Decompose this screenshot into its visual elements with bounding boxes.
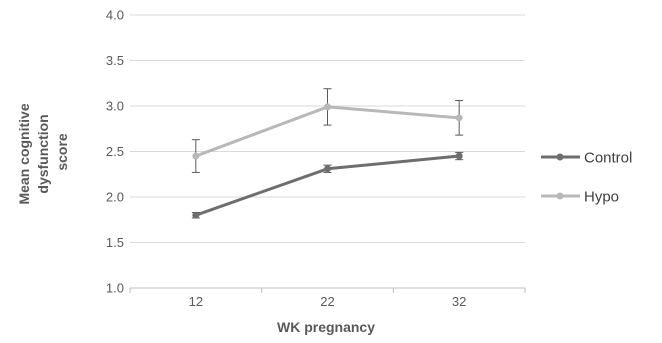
data-point [192,211,200,219]
y-tick-label: 4.0 [106,8,124,23]
data-point [324,165,331,173]
data-point [455,152,463,160]
x-tick-label: 22 [320,294,334,309]
y-axis-title-line-3: score [54,133,70,171]
data-point [324,103,331,111]
x-axis-title: WK pregnancy [277,319,375,335]
y-tick-label: 1.0 [106,281,124,296]
series-hypo [191,88,464,173]
data-point [455,114,463,122]
axes [129,287,526,293]
series-group [191,88,464,219]
x-tick-labels: 12 22 32 [189,294,467,309]
data-point [192,152,200,160]
legend-marker-control [556,153,564,161]
legend: Control Hypo [541,150,632,206]
y-axis-title-line-2: dysfunction [35,114,51,193]
legend-label-control: Control [584,150,632,167]
y-tick-label: 2.0 [106,190,124,205]
x-tick-label: 12 [189,294,203,309]
y-tick-label: 2.5 [106,144,124,159]
series-control [191,151,464,219]
y-tick-label: 3.0 [106,99,124,114]
gridlines [130,14,525,243]
y-tick-label: 3.5 [106,53,124,68]
y-axis-title-line-1: Mean cognitive [16,103,32,204]
y-tick-labels: 1.0 1.5 2.0 2.5 3.0 3.5 4.0 [106,8,124,296]
x-tick-label: 32 [452,294,466,309]
legend-label-hypo: Hypo [584,189,619,206]
legend-marker-hypo [556,192,564,200]
y-tick-label: 1.5 [106,235,124,250]
y-axis-title: Mean cognitive dysfunction score [16,99,70,204]
